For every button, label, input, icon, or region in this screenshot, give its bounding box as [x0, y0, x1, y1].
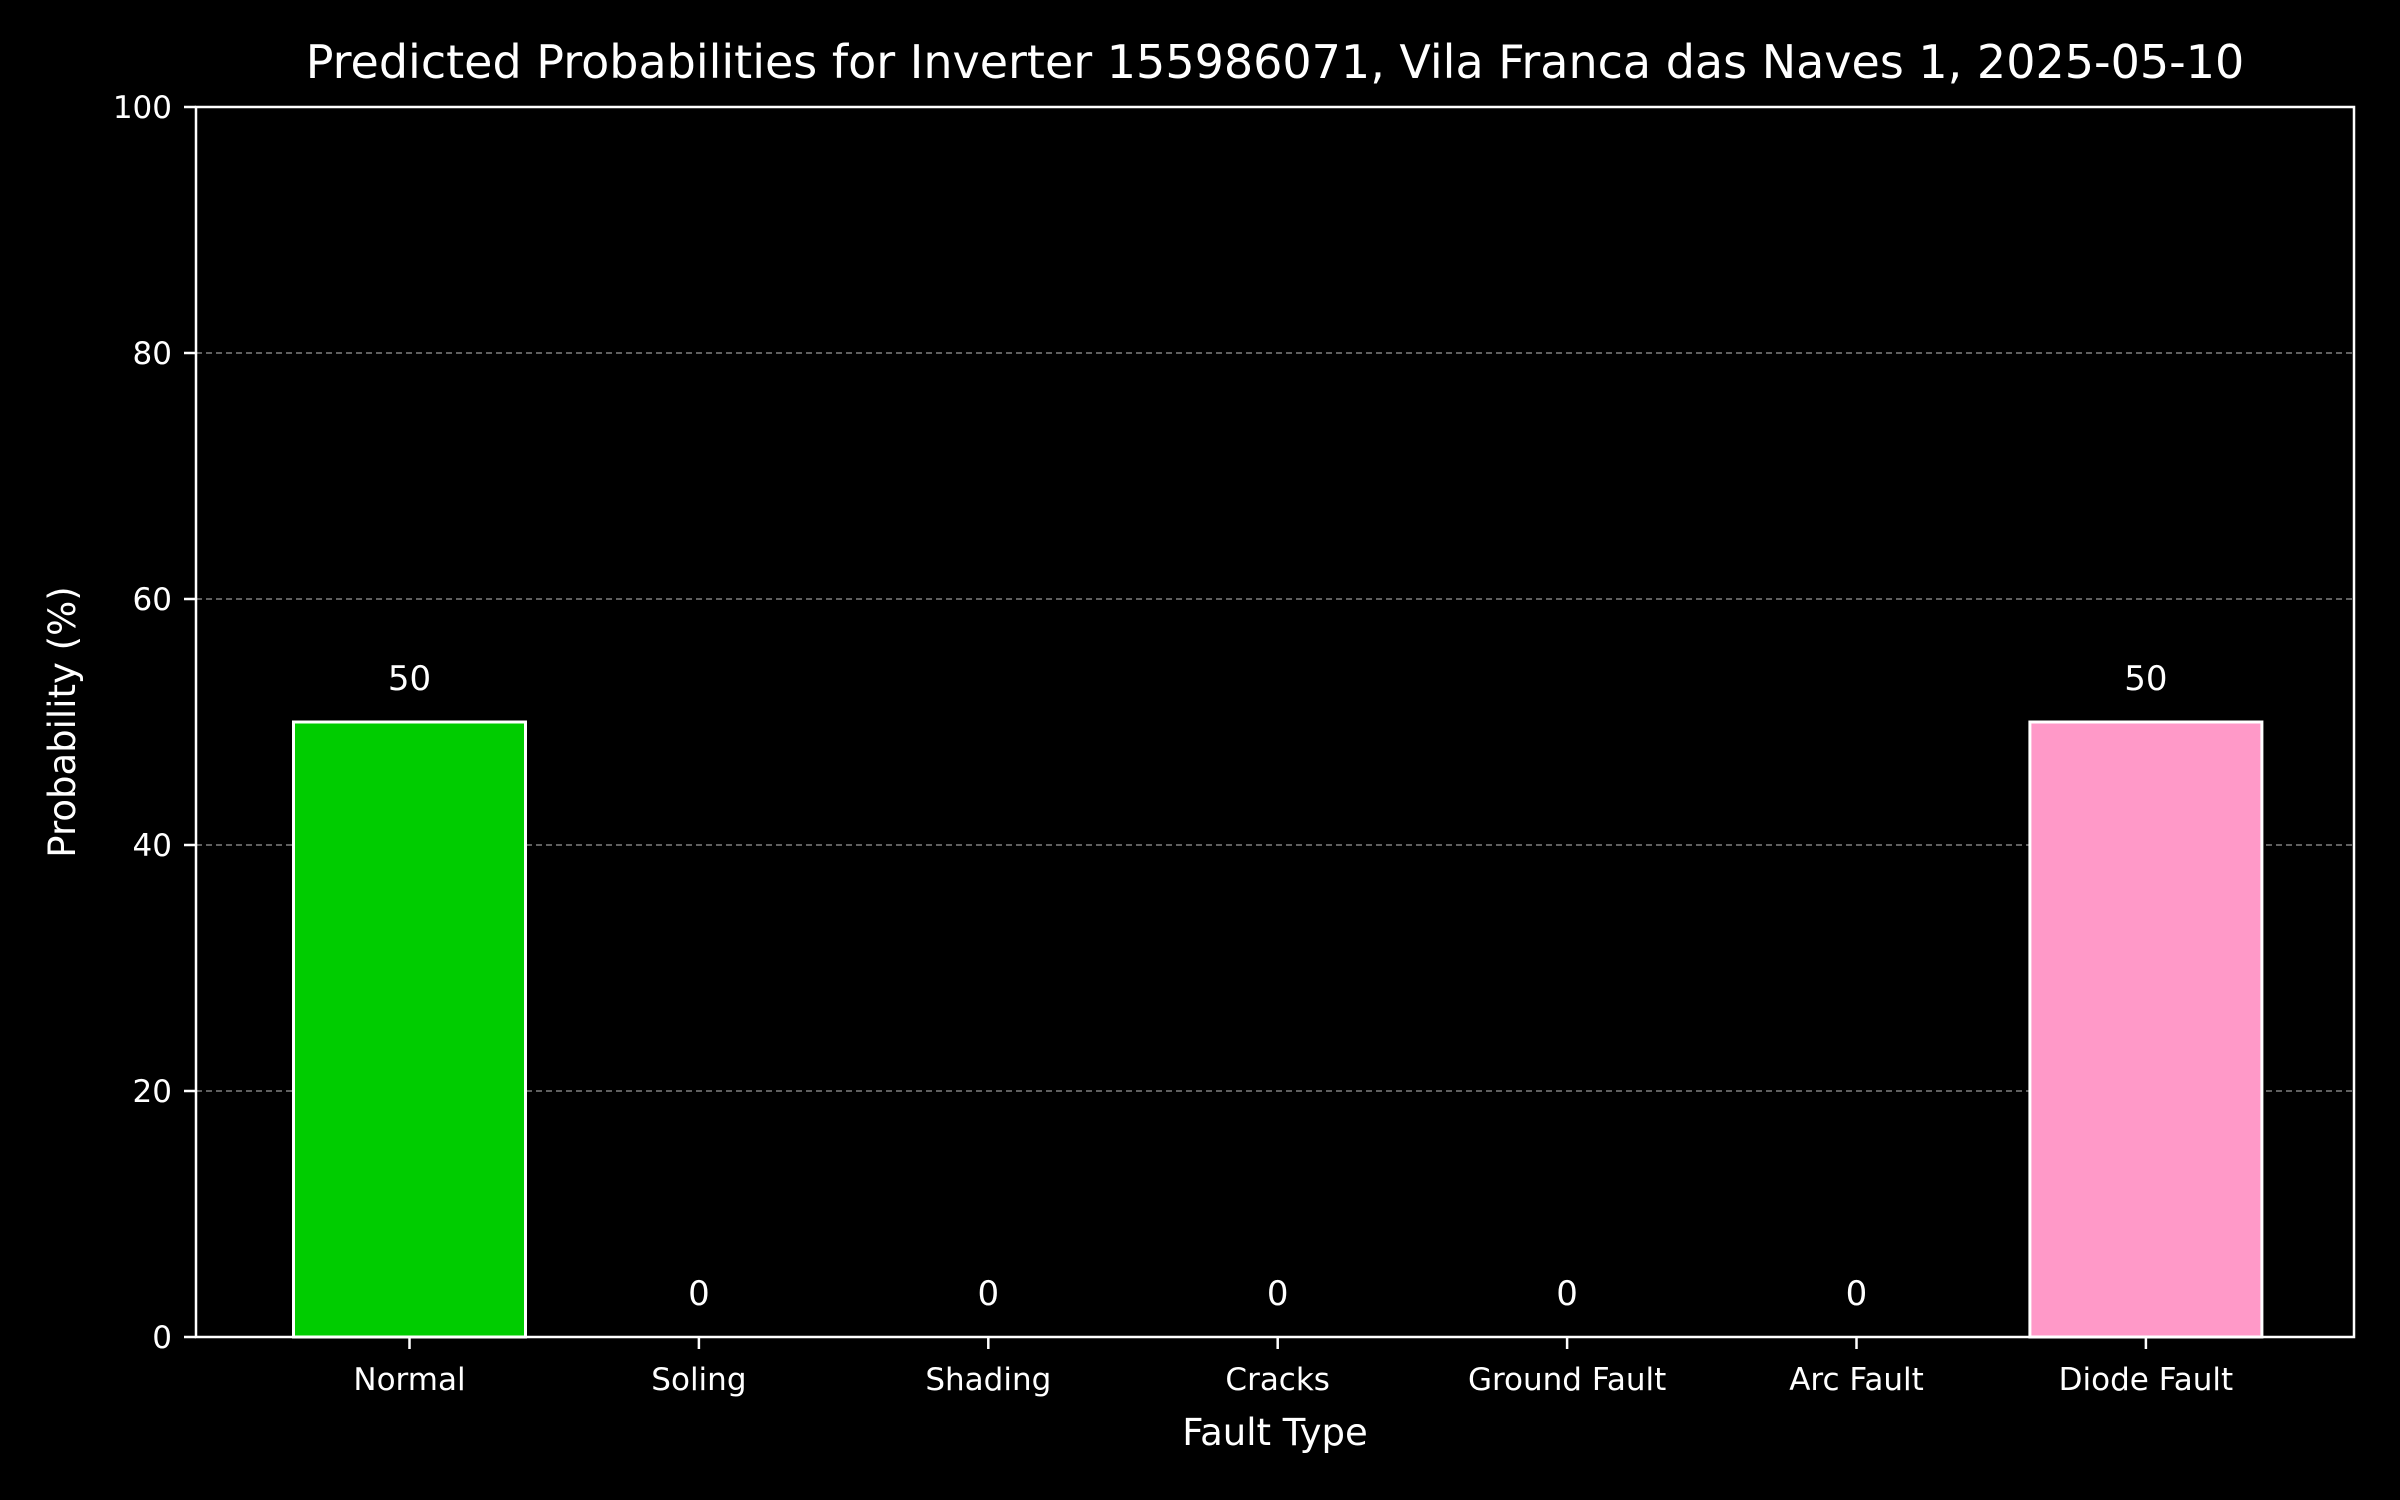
- x-tick-label: Diode Fault: [2059, 1362, 2233, 1398]
- y-axis-label: Probability (%): [41, 586, 84, 857]
- y-tick-label: 80: [133, 336, 172, 372]
- x-axis: Normal Soling Shading Cracks Ground Fault Arc…: [353, 1337, 2233, 1398]
- x-tick-label: Normal: [353, 1362, 465, 1398]
- data-label: 0: [977, 1274, 999, 1314]
- data-label: 50: [388, 659, 431, 699]
- x-tick-label: Shading: [925, 1362, 1051, 1398]
- data-label: 0: [1267, 1274, 1289, 1314]
- bar-diode-fault: [2028, 720, 2264, 1339]
- bar-normal: [292, 720, 527, 1339]
- y-tick-label: 0: [152, 1320, 172, 1356]
- data-labels: 50 0 0 0 0 0 50: [388, 659, 2168, 1314]
- x-tick-label: Arc Fault: [1789, 1362, 1924, 1398]
- data-label: 0: [688, 1274, 710, 1314]
- x-axis-label: Fault Type: [1182, 1411, 1368, 1454]
- y-tick-label: 40: [133, 828, 172, 864]
- y-axis: 0 20 40 60 80 100: [113, 90, 196, 1356]
- data-label: 0: [1556, 1274, 1578, 1314]
- chart-title: Predicted Probabilities for Inverter 155…: [306, 35, 2245, 89]
- bars: [292, 720, 2264, 1339]
- y-tick-label: 60: [133, 582, 172, 618]
- x-tick-label: Cracks: [1225, 1362, 1330, 1398]
- y-tick-label: 20: [133, 1074, 172, 1110]
- data-label: 0: [1846, 1274, 1868, 1314]
- x-tick-label: Ground Fault: [1468, 1362, 1666, 1398]
- x-tick-label: Soling: [651, 1362, 746, 1398]
- data-label: 50: [2124, 659, 2167, 699]
- plot-frame: [194, 105, 2356, 1339]
- y-tick-label: 100: [113, 90, 172, 126]
